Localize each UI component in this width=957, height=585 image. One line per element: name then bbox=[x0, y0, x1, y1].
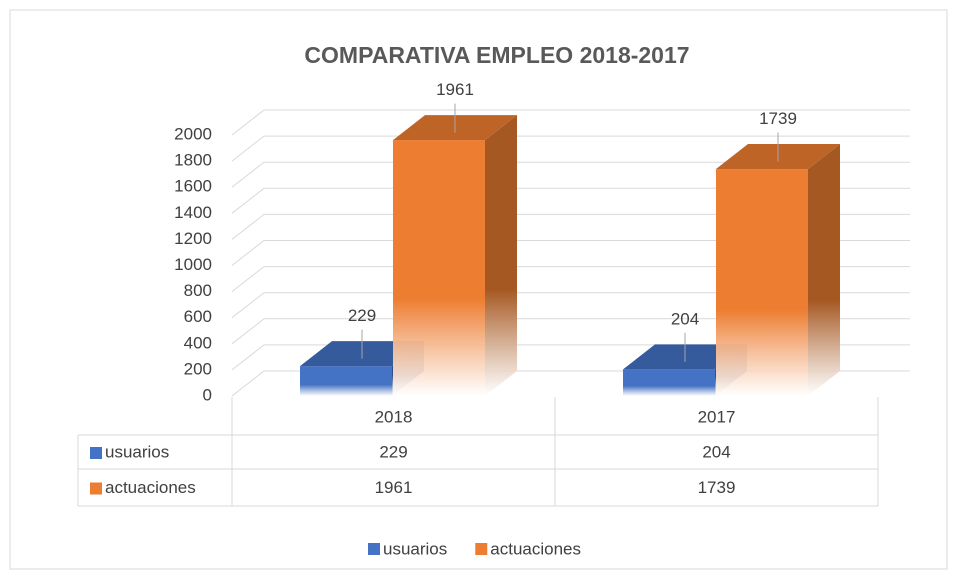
table-value: 229 bbox=[379, 442, 407, 461]
y-tick-label: 800 bbox=[184, 281, 212, 300]
grid-line bbox=[231, 187, 910, 214]
bar bbox=[393, 115, 517, 396]
grid-line bbox=[231, 213, 910, 240]
y-tick-label: 1000 bbox=[174, 255, 212, 274]
y-tick-label: 1200 bbox=[174, 229, 212, 248]
y-tick-label: 2000 bbox=[174, 124, 212, 143]
legend-key bbox=[475, 543, 488, 555]
y-tick-label: 600 bbox=[184, 307, 212, 326]
bar-side bbox=[485, 115, 517, 396]
bar bbox=[716, 144, 840, 396]
data-table bbox=[77, 397, 879, 507]
chart-title: COMPARATIVA EMPLEO 2018-2017 bbox=[304, 42, 689, 68]
bar-front bbox=[623, 369, 715, 396]
data-label: 1961 bbox=[436, 80, 474, 99]
grid-line bbox=[231, 240, 910, 266]
y-tick-label: 1400 bbox=[174, 203, 212, 222]
bar-side bbox=[808, 144, 840, 396]
data-label: 1739 bbox=[759, 109, 797, 128]
bar-front bbox=[716, 169, 808, 396]
y-tick-label: 1800 bbox=[174, 151, 212, 170]
grid-line bbox=[231, 109, 910, 136]
bar-front bbox=[300, 366, 392, 396]
table-value: 1961 bbox=[375, 478, 413, 497]
y-tick-label: 1600 bbox=[174, 177, 212, 196]
grid-line bbox=[231, 135, 910, 162]
grid-line bbox=[231, 292, 910, 319]
data-label: 229 bbox=[348, 306, 376, 325]
grid-line bbox=[231, 161, 910, 188]
x-tick-label: 2017 bbox=[698, 407, 736, 426]
y-tick-label: 400 bbox=[184, 333, 212, 352]
bar-front bbox=[393, 140, 485, 396]
table-value: 1739 bbox=[698, 478, 736, 497]
grid-line bbox=[231, 266, 910, 292]
grid-line bbox=[231, 318, 910, 345]
legend-label: usuarios bbox=[383, 539, 447, 558]
table-legend-key bbox=[90, 447, 102, 459]
y-tick-label: 200 bbox=[184, 359, 212, 378]
table-series-name: usuarios bbox=[105, 442, 169, 461]
x-tick-label: 2018 bbox=[375, 407, 413, 426]
table-series-name: actuaciones bbox=[105, 478, 196, 497]
table-value: 204 bbox=[702, 442, 730, 461]
data-label: 204 bbox=[671, 309, 699, 328]
y-tick-label: 0 bbox=[203, 385, 212, 404]
legend-label: actuaciones bbox=[490, 539, 581, 558]
legend-key bbox=[368, 543, 380, 555]
table-legend-key bbox=[90, 482, 102, 495]
